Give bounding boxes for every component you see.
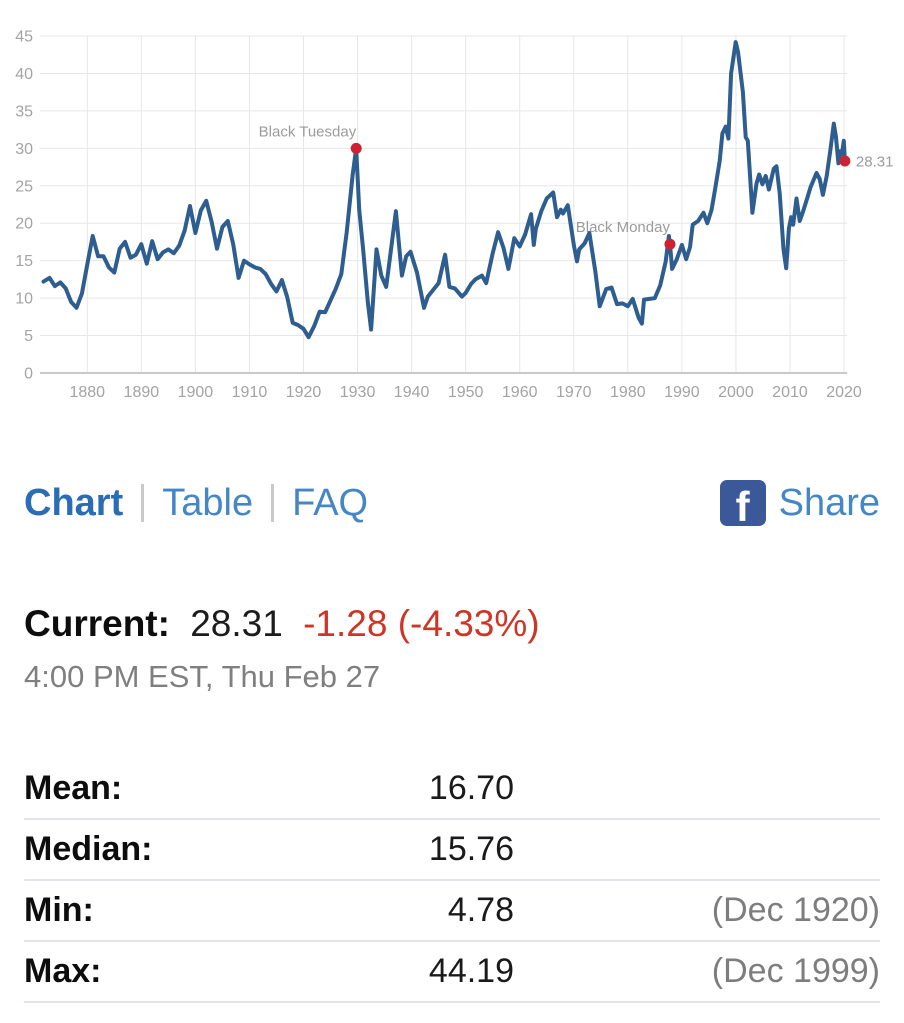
stat-date: (Dec 1999) — [711, 952, 880, 990]
tab-faq[interactable]: FAQ — [292, 481, 369, 524]
y-tick-label: 5 — [24, 328, 33, 345]
stat-label: Mean: — [24, 769, 123, 807]
y-tick-label: 20 — [15, 216, 33, 233]
y-tick-label: 45 — [15, 29, 33, 46]
y-tick-label: 15 — [15, 253, 33, 270]
annotation-label: Black Tuesday — [259, 123, 357, 140]
x-tick-label: 1950 — [448, 384, 484, 401]
pe-ratio-line — [41, 40, 847, 340]
stats-table: Mean: 16.70 Median: 15.76 Min: 4.78 (Dec… — [24, 759, 880, 1003]
view-tabs: Chart Table FAQ f Share — [24, 478, 880, 528]
current-value: 28.31 — [190, 603, 283, 644]
y-tick-label: 35 — [15, 103, 33, 120]
x-tick-label: 2000 — [718, 384, 754, 401]
x-tick-label: 1930 — [340, 384, 376, 401]
facebook-share-button[interactable]: f Share — [719, 480, 880, 527]
table-row-median: Median: 15.76 — [24, 820, 880, 881]
facebook-icon: f — [719, 480, 766, 527]
table-row-min: Min: 4.78 (Dec 1920) — [24, 881, 880, 942]
tab-chart[interactable]: Chart — [24, 481, 124, 524]
annotation-label: 28.31 — [856, 153, 894, 170]
y-tick-label: 40 — [15, 66, 33, 83]
x-tick-label: 1960 — [502, 384, 538, 401]
current-label: Current: — [24, 603, 170, 644]
stat-date: (Dec 1920) — [711, 891, 880, 929]
stat-label: Min: — [24, 891, 94, 929]
share-label: Share — [778, 481, 880, 524]
x-tick-label: 1890 — [124, 384, 160, 401]
annotation-dot — [839, 155, 851, 167]
stat-label: Max: — [24, 952, 102, 990]
annotation-dot — [350, 142, 362, 154]
y-tick-label: 25 — [15, 178, 33, 195]
x-tick-label: 1920 — [286, 384, 322, 401]
table-row-max: Max: 44.19 (Dec 1999) — [24, 942, 880, 1003]
annotation-dot — [664, 238, 676, 250]
shiller-pe-chart[interactable]: 1880 1890 1900 1910 1920 1930 1940 1950 1960 1970… — [0, 0, 904, 412]
stat-label: Median: — [24, 830, 153, 868]
x-tick-label: 2010 — [772, 384, 808, 401]
x-tick-label: 1880 — [69, 384, 105, 401]
stat-value: 4.78 — [447, 891, 514, 929]
x-tick-label: 1910 — [232, 384, 268, 401]
x-tick-label: 1900 — [178, 384, 214, 401]
facebook-f-glyph: f — [735, 483, 750, 527]
x-tick-label: 2020 — [826, 384, 862, 401]
y-tick-label: 10 — [15, 291, 33, 308]
stat-value: 16.70 — [428, 769, 514, 807]
tab-table[interactable]: Table — [162, 481, 254, 524]
y-tick-label: 30 — [15, 141, 33, 158]
stat-value: 15.76 — [428, 830, 514, 868]
x-tick-label: 1970 — [556, 384, 592, 401]
tab-separator — [271, 484, 275, 522]
table-row-mean: Mean: 16.70 — [24, 759, 880, 820]
x-tick-label: 1990 — [664, 384, 700, 401]
x-tick-label: 1980 — [610, 384, 646, 401]
stat-value: 44.19 — [428, 952, 514, 990]
current-change: -1.28 (-4.33%) — [303, 603, 540, 644]
annotation-label: Black Monday — [576, 219, 671, 236]
y-tick-label: 0 — [24, 366, 33, 383]
current-quote: Current: 28.31 -1.28 (-4.33%) — [24, 602, 880, 646]
x-tick-label: 1940 — [394, 384, 430, 401]
quote-timestamp: 4:00 PM EST, Thu Feb 27 — [24, 659, 381, 694]
tab-separator — [141, 484, 145, 522]
